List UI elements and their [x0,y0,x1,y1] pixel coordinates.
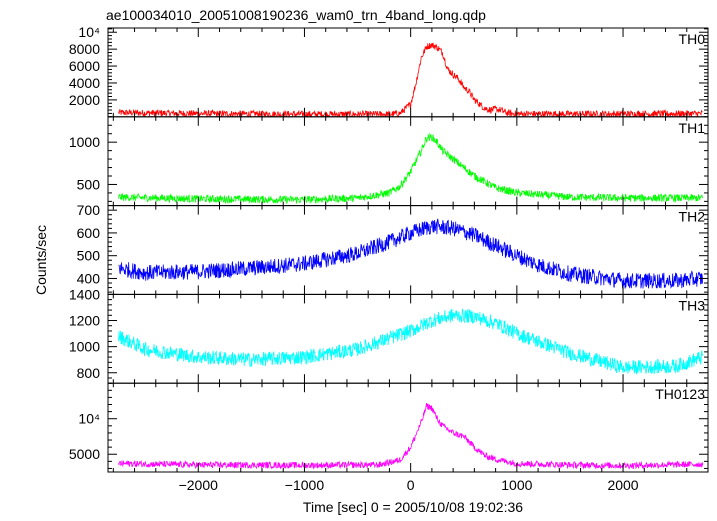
x-ticks [112,28,709,117]
series-label-th2: TH2 [679,209,706,225]
series-line-th3 [118,308,704,375]
panel-frame [107,116,709,207]
y-tick-label: 6000 [69,58,100,74]
y-tick-label: 600 [77,225,101,241]
x-ticks [112,116,709,206]
series-label-th0: TH0 [679,31,706,47]
x-tick-label: 0 [407,477,415,493]
y-ticks: 500 1000 [69,116,708,202]
x-tick-label: 2000 [607,477,638,493]
x-ticks [112,383,709,472]
y-tick-label: 500 [77,248,101,264]
series-line-th2 [118,218,704,289]
x-axis-label: Time [sec] 0 = 2005/10/08 19:02:36 [303,499,523,515]
y-tick-label: 2000 [69,92,100,108]
x-tick-label: 1000 [501,477,532,493]
y-tick-label: 400 [77,270,101,286]
y-tick-label: 8000 [69,41,100,57]
y-ticks: 5000 10⁴ [69,382,708,469]
panel-frame [107,27,709,118]
panel-th0123: 5000 10⁴ TH0123 [69,382,709,473]
y-tick-label: 10⁴ [78,411,100,427]
x-ticks [112,205,709,295]
panel-th3: 800 1000 1200 1400 TH3 [69,286,709,384]
y-axis-label: Counts/sec [33,225,49,295]
series-label-th1: TH1 [679,120,706,136]
x-ticks [112,294,709,384]
y-ticks: 800 1000 1200 1400 [69,286,708,384]
y-ticks: 400 500 600 700 [77,202,708,293]
y-tick-label: 1000 [69,134,100,150]
series-label-th3: TH3 [679,297,706,313]
panel-frame [107,382,709,473]
y-tick-label: 4000 [69,75,100,91]
y-tick-label: 10⁴ [78,24,100,40]
panel-th2: 400 500 600 700 TH2 [77,202,709,295]
series-line-th1 [118,132,704,205]
series-line-th0 [118,42,703,118]
panel-frame [107,293,709,384]
series-line-th0123 [118,403,704,470]
chart-title: ae100034010_20051008190236_wam0_trn_4ban… [106,7,486,23]
x-tick-label: −1000 [285,477,325,493]
y-tick-label: 700 [77,202,101,218]
y-tick-label: 1400 [69,286,100,302]
y-tick-label: 1000 [69,339,100,355]
panel-th1: 500 1000 TH1 [69,116,709,207]
series-label-th0123: TH0123 [655,386,705,402]
y-tick-label: 500 [77,176,101,192]
y-tick-label: 800 [77,365,101,381]
panel-frame [107,205,709,295]
y-tick-label: 1200 [69,313,100,329]
x-tick-labels: −2000 −1000 0 1000 2000 [179,477,639,493]
x-tick-label: −2000 [179,477,219,493]
y-tick-label: 5000 [69,446,100,462]
